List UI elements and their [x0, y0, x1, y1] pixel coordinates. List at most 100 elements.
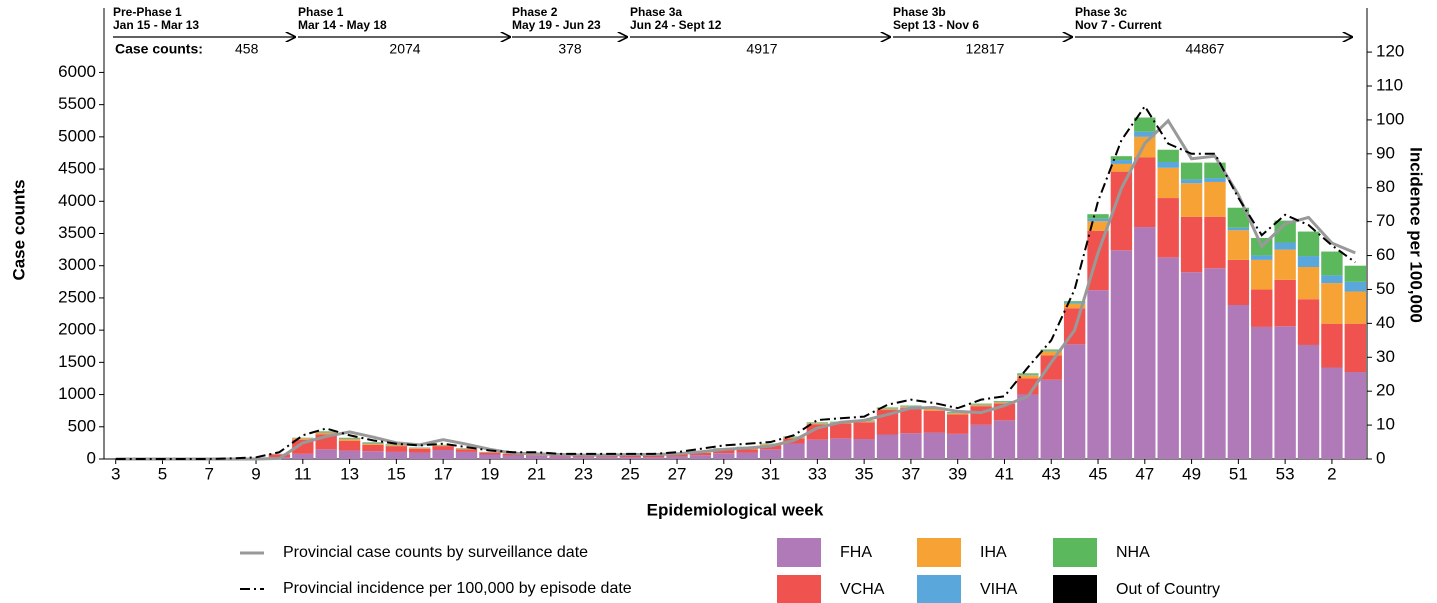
bar-segment [970, 404, 992, 405]
bar-segment [1251, 289, 1273, 327]
bar-segment [970, 424, 992, 459]
x-tick-label: 47 [1135, 464, 1154, 483]
y-tick-label: 2500 [58, 287, 96, 306]
bar-segment [1321, 323, 1343, 368]
bar-segment [1251, 259, 1273, 290]
bar-segment [1204, 216, 1226, 269]
bar-segment [1110, 156, 1133, 161]
x-tick-label: 25 [621, 464, 640, 483]
bar-segment [1227, 227, 1250, 231]
bar-segment [1157, 257, 1179, 459]
bar-segment [1157, 198, 1179, 258]
bar-segment [689, 452, 712, 456]
bar-segment [1274, 220, 1296, 243]
legend-swatch [917, 575, 961, 603]
bar-segment [923, 409, 945, 411]
legend-swatch [777, 538, 821, 567]
bar-segment [1251, 255, 1273, 260]
x-tick-label: 31 [761, 464, 780, 483]
y-tick-label: 5500 [58, 94, 96, 113]
phase-title: Phase 1 [298, 5, 344, 19]
bar-segment [1017, 375, 1039, 379]
line-series [115, 104, 1356, 460]
bar-segment [572, 457, 595, 459]
x-tick-label: 13 [340, 464, 359, 483]
bar-segment [1134, 227, 1156, 459]
x-tick-label: 49 [1182, 464, 1201, 483]
x-tick-label: 2 [1327, 464, 1336, 483]
bar-segment [315, 431, 337, 433]
bar-segment [315, 432, 337, 435]
bar-segment [876, 407, 899, 409]
bar-segment [1204, 178, 1226, 182]
x-axis-label: Epidemiological week [647, 500, 824, 519]
bar-segment [1110, 171, 1133, 251]
bar-segment [900, 406, 922, 407]
x-tick-label: 29 [714, 464, 733, 483]
y2-tick-label: 40 [1376, 313, 1395, 332]
bar-segment [432, 449, 454, 459]
y2-tick-label: 90 [1376, 143, 1395, 162]
bar-segment [970, 404, 992, 407]
bar-segment [1157, 167, 1179, 199]
x-tick-label: 41 [995, 464, 1014, 483]
line-series [115, 118, 1356, 461]
x-tick-label: 9 [251, 464, 260, 483]
x-tick-label: 33 [808, 464, 827, 483]
bar-segment [1017, 374, 1039, 376]
bar-segment [455, 451, 478, 459]
bar-segment [642, 455, 665, 458]
bar-segment [970, 403, 992, 405]
phase-title: Phase 3c [1075, 5, 1127, 19]
bar-segment [479, 454, 501, 459]
bar-segment [1227, 259, 1250, 306]
x-tick-label: 15 [387, 464, 406, 483]
bar-segment [1344, 323, 1366, 373]
bar-segment [1063, 302, 1086, 304]
bar-segment [1110, 250, 1133, 459]
count-label: Case counts: [115, 41, 203, 57]
bar-segment [1040, 379, 1062, 459]
legend-label: VIHA [980, 581, 1018, 598]
bar-segment [1157, 149, 1179, 162]
bar-segment [1087, 214, 1109, 219]
bar-segment [315, 431, 337, 432]
y-axis-label: Case counts [9, 179, 28, 280]
x-tick-label: 3 [111, 464, 120, 483]
phase-count: 4917 [746, 41, 777, 57]
bar-segment [993, 401, 1016, 403]
bar-segment [1134, 117, 1156, 132]
bar-segment [1297, 344, 1320, 459]
y2-tick-label: 70 [1376, 211, 1395, 230]
phase-dates: May 19 - Jun 23 [512, 18, 601, 32]
legend-swatch [917, 538, 961, 567]
bar-segment [1087, 221, 1109, 231]
y2-tick-label: 120 [1376, 42, 1404, 61]
y2-tick-label: 0 [1376, 448, 1385, 467]
x-tick-label: 43 [1042, 464, 1061, 483]
bar-segment [1274, 279, 1296, 327]
bar-segment [362, 444, 384, 452]
bar-segment [759, 449, 782, 459]
bar-segment [713, 453, 735, 459]
bar-segment [502, 455, 524, 459]
bar-segment [1297, 231, 1320, 257]
phase-dates: Mar 14 - May 18 [298, 18, 387, 32]
phase-dates: Jun 24 - Sept 12 [630, 18, 722, 32]
bar-segment [409, 452, 431, 459]
y2-tick-label: 30 [1376, 347, 1395, 366]
bar-segment [362, 442, 384, 444]
legend-label: Out of Country [1116, 581, 1220, 598]
bar-segment [947, 413, 969, 415]
bar-segment [806, 439, 829, 459]
bar-segment [1134, 131, 1156, 137]
bar-segment [362, 442, 384, 443]
y-tick-label: 3500 [58, 223, 96, 242]
bar-segment [1344, 281, 1366, 292]
bar-segment [619, 457, 641, 459]
x-tick-label: 11 [294, 464, 312, 483]
bar-segment [993, 401, 1016, 402]
bar-segment [1110, 163, 1133, 172]
bar-segment [1344, 372, 1366, 459]
